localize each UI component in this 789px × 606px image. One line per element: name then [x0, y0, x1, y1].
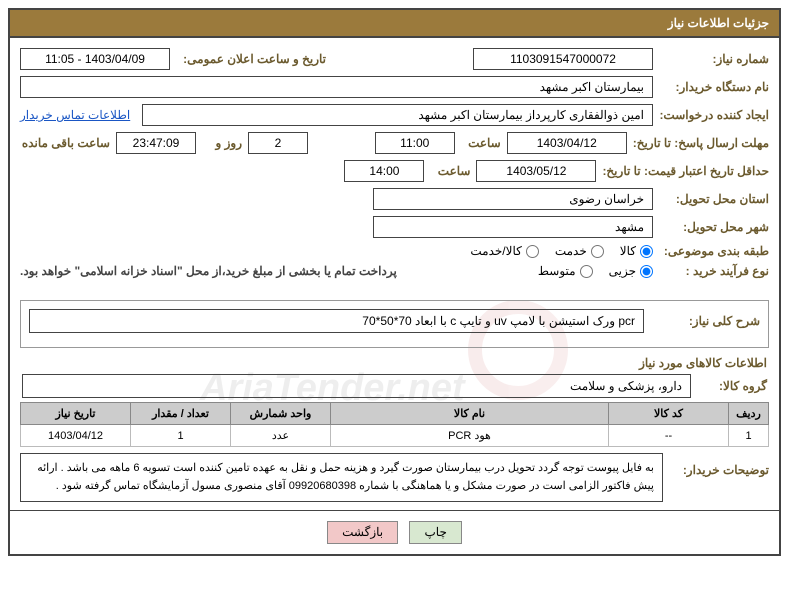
group-value: دارو، پزشکی و سلامت — [22, 374, 691, 398]
requester-value: امین ذوالفقاری کارپرداز بیمارستان اکبر م… — [142, 104, 653, 126]
requester-label: ایجاد کننده درخواست: — [659, 108, 769, 122]
hour2-label: ساعت — [430, 164, 470, 178]
process-radio-group: جزیی متوسط — [538, 264, 653, 278]
category-radio[interactable] — [526, 245, 539, 258]
process-label: نوع فرآیند خرید : — [659, 264, 769, 278]
validity-hour: 14:00 — [344, 160, 424, 182]
city-label: شهر محل تحویل: — [659, 220, 769, 234]
table-header: تاریخ نیاز — [21, 403, 131, 425]
table-cell: هود PCR — [331, 425, 609, 447]
remaining-label: ساعت باقی مانده — [20, 136, 110, 150]
table-cell: 1 — [729, 425, 769, 447]
category-option[interactable]: کالا — [620, 244, 653, 258]
remain-time: 23:47:09 — [116, 132, 196, 154]
hour-label: ساعت — [461, 136, 501, 150]
desc-value: pcr ورک استیشن با لامپ uv و تایپ c با اب… — [29, 309, 644, 333]
process-option[interactable]: متوسط — [538, 264, 593, 278]
validity-label: حداقل تاریخ اعتبار قیمت: تا تاریخ: — [602, 164, 769, 178]
category-option[interactable]: کالا/خدمت — [470, 244, 538, 258]
category-label: طبقه بندی موضوعی: — [659, 244, 769, 258]
buyer-contact-link[interactable]: اطلاعات تماس خریدار — [20, 108, 130, 122]
back-button[interactable]: بازگشت — [327, 521, 398, 544]
need-no-value: 1103091547000072 — [473, 48, 653, 70]
items-section-title: اطلاعات کالاهای مورد نیاز — [22, 356, 767, 370]
category-option[interactable]: خدمت — [555, 244, 604, 258]
buyer-org-value: بیمارستان اکبر مشهد — [20, 76, 653, 98]
table-cell: -- — [609, 425, 729, 447]
city-value: مشهد — [373, 216, 653, 238]
table-cell: 1403/04/12 — [21, 425, 131, 447]
buyer-org-label: نام دستگاه خریدار: — [659, 80, 769, 94]
need-no-label: شماره نیاز: — [659, 52, 769, 66]
table-header: تعداد / مقدار — [131, 403, 231, 425]
category-radio-group: کالا خدمت کالا/خدمت — [470, 244, 653, 258]
province-label: استان محل تحویل: — [659, 192, 769, 206]
items-table: ردیفکد کالانام کالاواحد شمارشتعداد / مقد… — [20, 402, 769, 447]
table-cell: 1 — [131, 425, 231, 447]
group-label: گروه کالا: — [697, 379, 767, 393]
process-radio[interactable] — [580, 265, 593, 278]
validity-date: 1403/05/12 — [476, 160, 596, 182]
deadline-date: 1403/04/12 — [507, 132, 627, 154]
table-cell: عدد — [231, 425, 331, 447]
announce-dt-value: 1403/04/09 - 11:05 — [20, 48, 170, 70]
buyer-notes-label: توضیحات خریدار: — [669, 453, 769, 477]
table-header: ردیف — [729, 403, 769, 425]
announce-dt-label: تاریخ و ساعت اعلان عمومی: — [176, 52, 326, 66]
table-row: 1--هود PCRعدد11403/04/12 — [21, 425, 769, 447]
table-header: نام کالا — [331, 403, 609, 425]
province-value: خراسان رضوی — [373, 188, 653, 210]
payment-note: پرداخت تمام یا بخشی از مبلغ خرید،از محل … — [20, 264, 397, 278]
deadline-hour: 11:00 — [375, 132, 455, 154]
print-button[interactable]: چاپ — [409, 521, 461, 544]
remain-days: 2 — [248, 132, 308, 154]
desc-label: شرح کلی نیاز: — [650, 314, 760, 328]
category-radio[interactable] — [591, 245, 604, 258]
days-and-label: روز و — [202, 136, 242, 150]
table-header: کد کالا — [609, 403, 729, 425]
category-radio[interactable] — [640, 245, 653, 258]
table-header: واحد شمارش — [231, 403, 331, 425]
process-radio[interactable] — [640, 265, 653, 278]
page-title: جزئیات اطلاعات نیاز — [10, 10, 779, 38]
process-option[interactable]: جزیی — [609, 264, 653, 278]
deadline-label: مهلت ارسال پاسخ: تا تاریخ: — [633, 136, 769, 150]
buyer-notes-value: به فایل پیوست توجه گردد تحویل درب بیمارس… — [20, 453, 663, 502]
